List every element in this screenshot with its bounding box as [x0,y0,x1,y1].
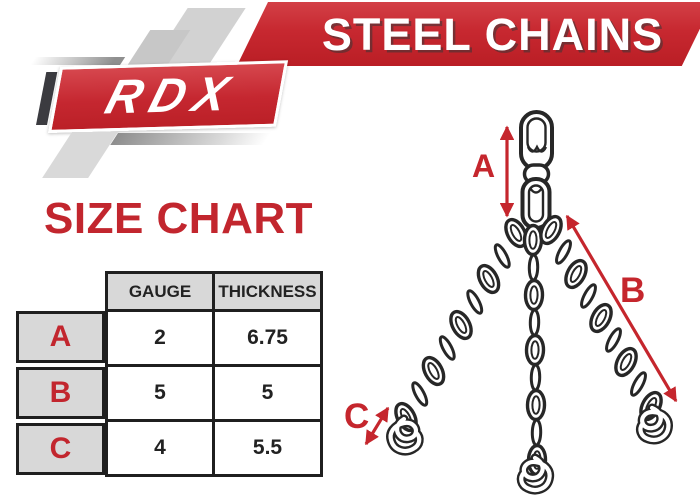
s-hook-icon [640,408,669,441]
column-header-gauge: GAUGE [105,271,215,312]
cell-c-gauge: 4 [105,419,215,477]
cell-a-gauge: 2 [105,309,215,367]
size-table: GAUGE THICKNESS 2 6.75 5 5 4 5.5 [105,271,323,477]
cell-b-thickness: 5 [212,364,323,422]
cell-b-gauge: 5 [105,364,215,422]
banner-title: STEEL CHAINS [321,9,664,60]
dimension-arrow-c [364,406,390,446]
cell-c-thickness: 5.5 [212,419,323,477]
s-hook-icon [387,417,421,454]
table-row: 5 5 [105,364,323,422]
dimension-arrow-b [565,214,678,403]
dimension-label-a: A [472,148,496,184]
cell-a-thickness: 6.75 [212,309,323,367]
table-header-row: GAUGE THICKNESS [105,271,323,312]
row-label-b: B [16,367,105,419]
dimension-label-b: B [620,271,646,310]
swivel-top-link-icon [519,110,554,230]
row-label-a: A [16,311,105,363]
column-header-thickness: THICKNESS [212,271,323,312]
row-label-c: C [16,423,105,475]
dimension-label-c: C [344,397,370,436]
table-row: 2 6.75 [105,309,323,367]
chain-strands-icon [394,214,663,477]
size-table-label-column: A B C [16,311,105,479]
table-row: 4 5.5 [105,419,323,477]
page-title: SIZE CHART [44,194,313,243]
